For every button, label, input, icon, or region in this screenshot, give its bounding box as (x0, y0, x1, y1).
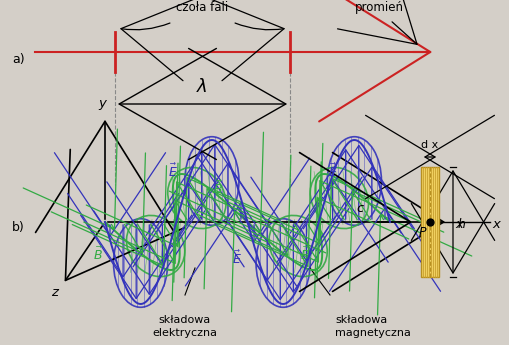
Text: $\vec{E}$: $\vec{E}$ (327, 163, 337, 180)
Text: h: h (457, 217, 465, 230)
Text: $\vec{E}$: $\vec{E}$ (232, 250, 241, 267)
Text: P: P (417, 226, 425, 239)
Text: czoła fali: czoła fali (176, 1, 228, 14)
Text: składowa
magnetyczna: składowa magnetyczna (334, 315, 410, 338)
Text: $\vec{B}$: $\vec{B}$ (213, 180, 222, 197)
Text: b): b) (12, 220, 25, 234)
Text: x: x (454, 217, 462, 230)
Text: x: x (491, 217, 499, 230)
Text: λ: λ (197, 78, 207, 96)
Text: $\vec{E}$: $\vec{E}$ (167, 163, 178, 180)
Text: $\vec{B}$: $\vec{B}$ (299, 246, 309, 263)
Text: z: z (51, 286, 59, 299)
Text: c: c (356, 202, 363, 215)
Text: d x: d x (420, 140, 438, 150)
Text: składowa
elektryczna: składowa elektryczna (152, 315, 217, 338)
Text: promień: promień (354, 1, 403, 14)
Text: $\vec{B}$: $\vec{B}$ (93, 246, 103, 263)
Text: y: y (98, 97, 106, 110)
Bar (420, 167, 438, 277)
Text: a): a) (12, 53, 24, 67)
